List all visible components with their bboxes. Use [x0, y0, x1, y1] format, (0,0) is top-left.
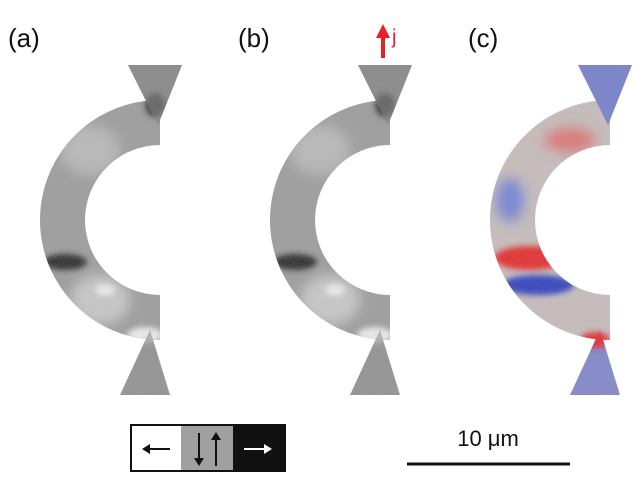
noise — [270, 65, 412, 395]
panel-label: (a) — [8, 23, 40, 53]
current-label: j — [391, 26, 396, 48]
scale-bar-label: 10 μm — [457, 426, 519, 451]
noise — [40, 65, 182, 395]
panel-label: (c) — [468, 23, 498, 53]
panel-label: (b) — [238, 23, 270, 53]
micrograph — [270, 65, 412, 395]
micrograph — [40, 65, 182, 395]
noise — [490, 65, 632, 395]
magnetization-legend — [130, 424, 286, 472]
micrograph — [490, 65, 632, 395]
current-arrow — [376, 24, 390, 58]
